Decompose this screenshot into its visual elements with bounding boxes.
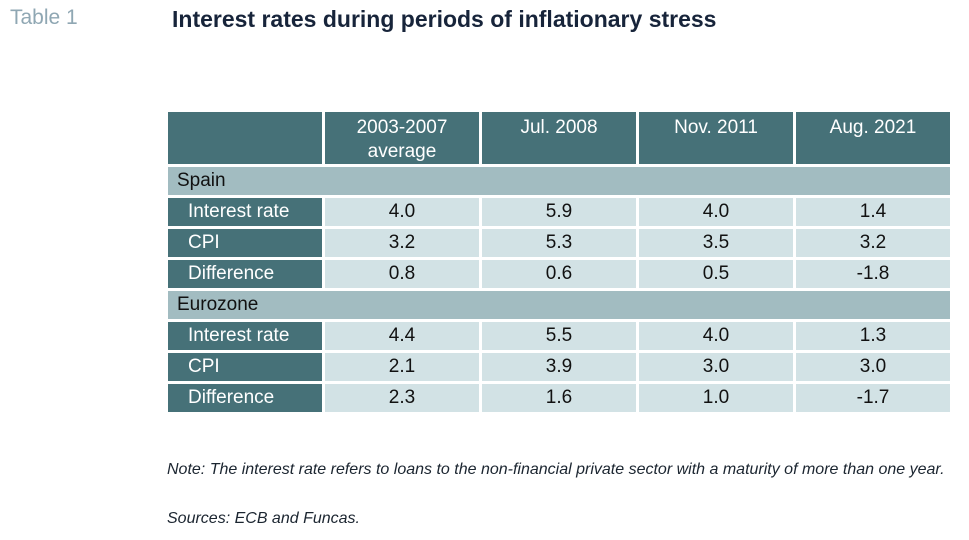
table-sources: Sources: ECB and Funcas. — [167, 510, 360, 527]
column-header: 2003-2007 average — [325, 112, 479, 164]
table-cell: 2.1 — [325, 353, 479, 381]
table-cell: 3.0 — [796, 353, 950, 381]
data-table: 2003-2007 average Jul. 2008 Nov. 2011 Au… — [168, 112, 952, 412]
row-label: Interest rate — [168, 198, 322, 226]
table-cell: 1.3 — [796, 322, 950, 350]
table-cell: -1.8 — [796, 260, 950, 288]
table-title: Interest rates during periods of inflati… — [172, 6, 717, 32]
column-header-line1: Nov. 2011 — [674, 117, 758, 138]
column-header-line2: average — [367, 141, 437, 162]
row-label: Difference — [168, 260, 322, 288]
table-cell: 2.3 — [325, 384, 479, 412]
column-header-line1: Jul. 2008 — [520, 117, 598, 138]
group-header-spain: Spain — [168, 167, 950, 195]
table-cell: 1.4 — [796, 198, 950, 226]
row-label: CPI — [168, 353, 322, 381]
table-cell: 0.8 — [325, 260, 479, 288]
table-cell: 1.6 — [482, 384, 636, 412]
table-cell: 0.6 — [482, 260, 636, 288]
table-cell: 1.0 — [639, 384, 793, 412]
table-cell: 4.0 — [639, 198, 793, 226]
column-header: Aug. 2021 — [796, 112, 950, 164]
table-cell: 5.9 — [482, 198, 636, 226]
column-header: Nov. 2011 — [639, 112, 793, 164]
table-cell: 3.0 — [639, 353, 793, 381]
table-note: Note: The interest rate refers to loans … — [167, 461, 945, 478]
header-corner-cell — [168, 112, 322, 164]
column-header-line1: 2003-2007 — [356, 117, 448, 138]
table-cell: 3.9 — [482, 353, 636, 381]
table-cell: 0.5 — [639, 260, 793, 288]
group-header-eurozone: Eurozone — [168, 291, 950, 319]
table-cell: 4.4 — [325, 322, 479, 350]
table-number: Table 1 — [10, 6, 78, 29]
table-cell: -1.7 — [796, 384, 950, 412]
column-header-line1: Aug. 2021 — [829, 117, 917, 138]
row-label: CPI — [168, 229, 322, 257]
table-cell: 5.5 — [482, 322, 636, 350]
table-cell: 3.2 — [325, 229, 479, 257]
column-header: Jul. 2008 — [482, 112, 636, 164]
table-cell: 4.0 — [325, 198, 479, 226]
row-label: Interest rate — [168, 322, 322, 350]
table-cell: 4.0 — [639, 322, 793, 350]
table-cell: 5.3 — [482, 229, 636, 257]
table-cell: 3.2 — [796, 229, 950, 257]
table-cell: 3.5 — [639, 229, 793, 257]
row-label: Difference — [168, 384, 322, 412]
